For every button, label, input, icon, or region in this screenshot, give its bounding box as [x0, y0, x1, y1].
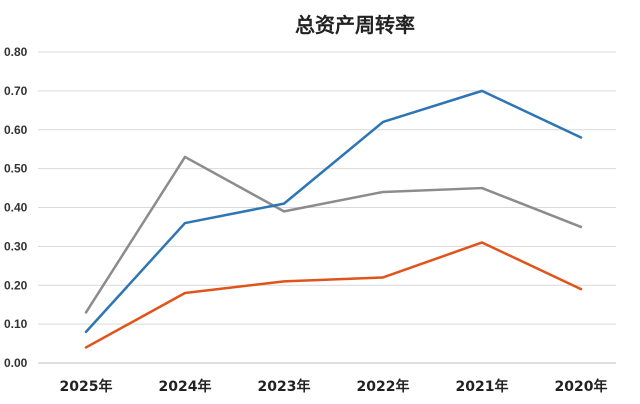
x-tick-label: 2022年 [357, 378, 410, 395]
y-tick-label: 0.00 [4, 356, 28, 370]
series-line [84, 155, 583, 314]
x-tick-label: 2025年 [60, 378, 113, 395]
series-line [84, 89, 583, 334]
y-tick-label: 0.40 [4, 201, 28, 215]
series-line [84, 241, 583, 349]
y-tick-label: 0.80 [4, 45, 28, 59]
y-tick-label: 0.30 [4, 239, 28, 253]
chart-title: 总资产周转率 [295, 13, 415, 37]
x-tick-label: 2021年 [456, 378, 509, 395]
y-tick-label: 0.50 [4, 162, 28, 176]
y-tick-label: 0.60 [4, 123, 28, 137]
x-tick-label: 2024年 [159, 378, 212, 395]
y-tick-label: 0.70 [4, 84, 28, 98]
y-tick-label: 0.20 [4, 278, 28, 292]
x-tick-label: 2020年 [555, 378, 608, 395]
y-tick-label: 0.10 [4, 317, 28, 331]
x-tick-label: 2023年 [258, 378, 311, 395]
